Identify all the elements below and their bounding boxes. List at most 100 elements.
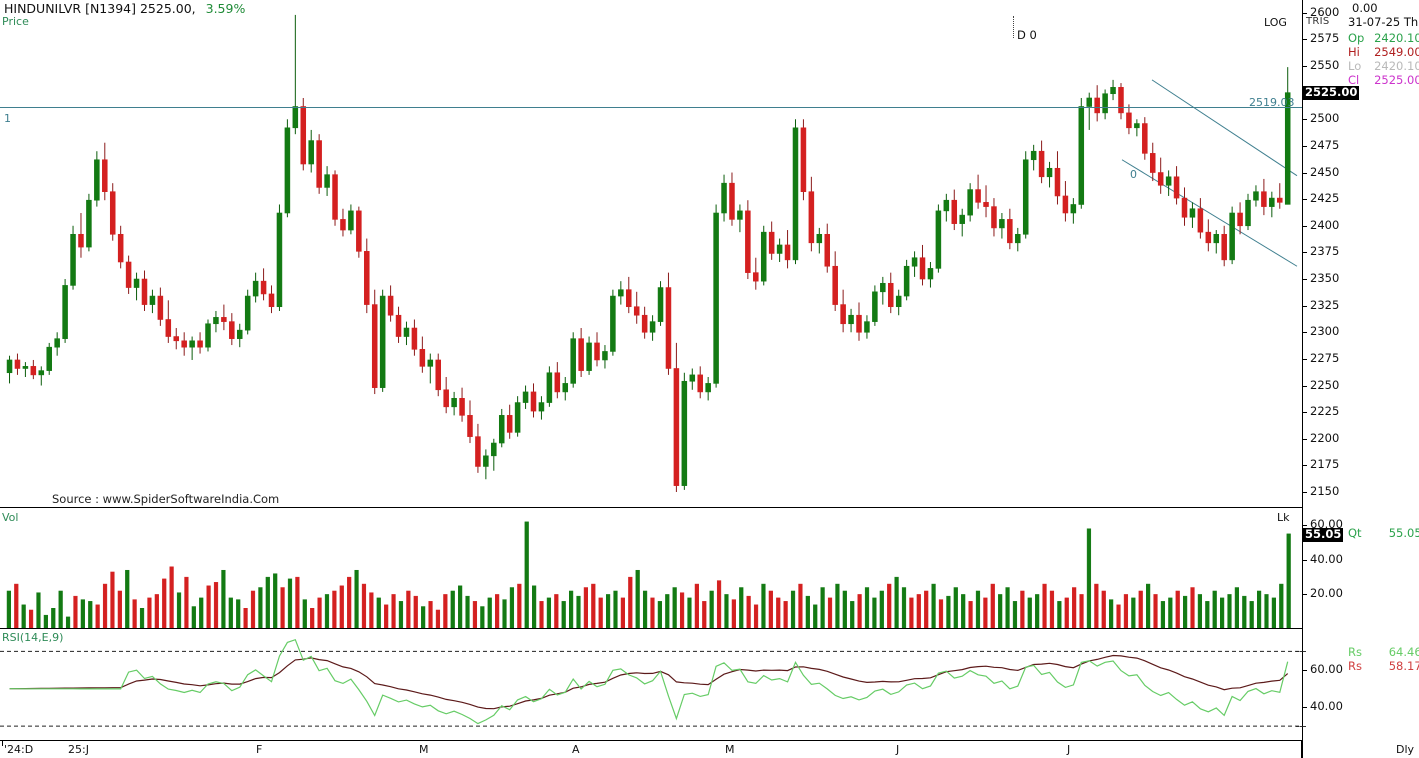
candlestick [673,342,680,493]
volume-bar [435,609,441,628]
timeframe-label[interactable]: Dly [1396,743,1415,756]
candlestick [94,151,100,207]
candlestick [586,336,592,375]
volume-bar [953,587,958,628]
volume-bar [894,576,899,628]
candlestick [1110,79,1116,101]
volume-pane-label[interactable]: Vol [2,511,19,524]
candlestick [840,289,846,333]
candlestick [1102,89,1108,120]
price-tick-mark [1302,305,1307,307]
candlestick [1007,208,1013,250]
volume-readout-row: Qt 55.05 [1348,526,1419,540]
symbol-last-price: 2525.00, [139,1,196,16]
candlestick [1165,170,1172,196]
volume-bar [798,583,803,628]
candlestick [165,300,172,343]
rsi-tick-mark [1302,670,1307,672]
volume-bar [665,594,670,628]
price-pane-label[interactable]: Price [2,15,29,28]
candlestick [284,119,291,218]
candlestick [1134,119,1140,137]
volume-bar [961,594,966,628]
log-scale-toggle[interactable]: LOG [1264,16,1287,29]
volume-bar [495,594,500,628]
price-tick-mark [1302,39,1307,41]
volume-bar [561,601,566,628]
candlestick [102,142,108,201]
candlestick [713,204,719,388]
candlestick [1078,97,1085,209]
candlestick [1221,225,1227,267]
candlestick [776,238,783,262]
symbol-quote-line[interactable]: HINDUNILVR [N1394] 2525.00, 3.59% [4,1,245,16]
price-tick-mark [1302,172,1307,174]
candlestick [681,372,688,490]
candlestick [371,289,378,395]
price-chart-pane[interactable] [0,0,1302,508]
horizontal-trendline[interactable] [0,107,1302,108]
volume-bar [532,585,537,628]
candlestick [348,204,354,235]
candlestick [1070,198,1077,224]
candlestick [959,208,965,237]
volume-bar [1138,590,1143,628]
price-tick-label: 2500 [1310,111,1340,126]
volume-bar [820,587,825,628]
symbol-name: HINDUNILVR [4,1,82,16]
candlestick [633,291,640,324]
volume-bar [421,606,426,628]
volume-bar [1094,583,1099,628]
volume-bar [354,569,359,628]
price-scale-column[interactable] [1302,0,1342,758]
x-axis-left-tick [2,741,3,746]
candlestick [824,223,831,273]
candlestick [133,272,140,301]
candlestick [6,355,13,384]
price-tick-label: 2475 [1310,137,1340,152]
volume-tick-label: 20.00 [1310,586,1343,601]
volume-bar [169,566,174,628]
day-marker-label[interactable]: D 0 [1012,16,1037,42]
volume-bar [783,601,788,628]
volume-bar [280,587,285,628]
rsi-slow-readout-row: Rs 58.17 [1348,659,1419,673]
candlestick [173,328,180,350]
volume-bar [768,590,773,628]
volume-chart-pane[interactable] [0,508,1302,629]
volume-bar [376,597,381,628]
candlestick [768,221,775,260]
rsi-pane-label[interactable]: RSI(14,E,9) [2,631,64,644]
volume-bar [694,583,699,628]
volume-bar [139,608,145,628]
candlestick [70,225,76,290]
volume-bar [361,583,367,628]
x-axis-pane[interactable]: '24:D 25:J F M A M J J Dly [0,741,1419,758]
candlestick [1237,202,1243,235]
candlestick [324,166,330,196]
x-axis-label: F [256,743,263,756]
volume-bar [901,587,907,628]
channel-annotation-label: 0 [1130,168,1137,181]
volume-bar [384,604,389,628]
volume-bar [1116,604,1121,628]
volume-bar [206,585,211,628]
candlestick [451,391,457,416]
volume-bar [332,590,337,628]
candlestick [967,183,973,222]
candlestick [1062,181,1069,222]
volume-bar [199,597,204,628]
candlestick [1054,151,1061,205]
candlestick [356,206,362,258]
candlestick [1118,83,1124,120]
horizontal-trendline-value: 2519.03 [1249,96,1295,109]
x-axis-label: J [1067,743,1071,756]
link-scale-label[interactable]: Lk [1277,511,1290,524]
volume-bar [73,595,78,628]
candlestick [1213,230,1220,254]
volume-readout-value: 55.05 [1388,526,1419,540]
candlestick [419,336,426,373]
rsi-chart-pane[interactable] [0,629,1302,741]
price-tick-label: 2300 [1310,324,1340,339]
candlestick [1269,191,1275,218]
